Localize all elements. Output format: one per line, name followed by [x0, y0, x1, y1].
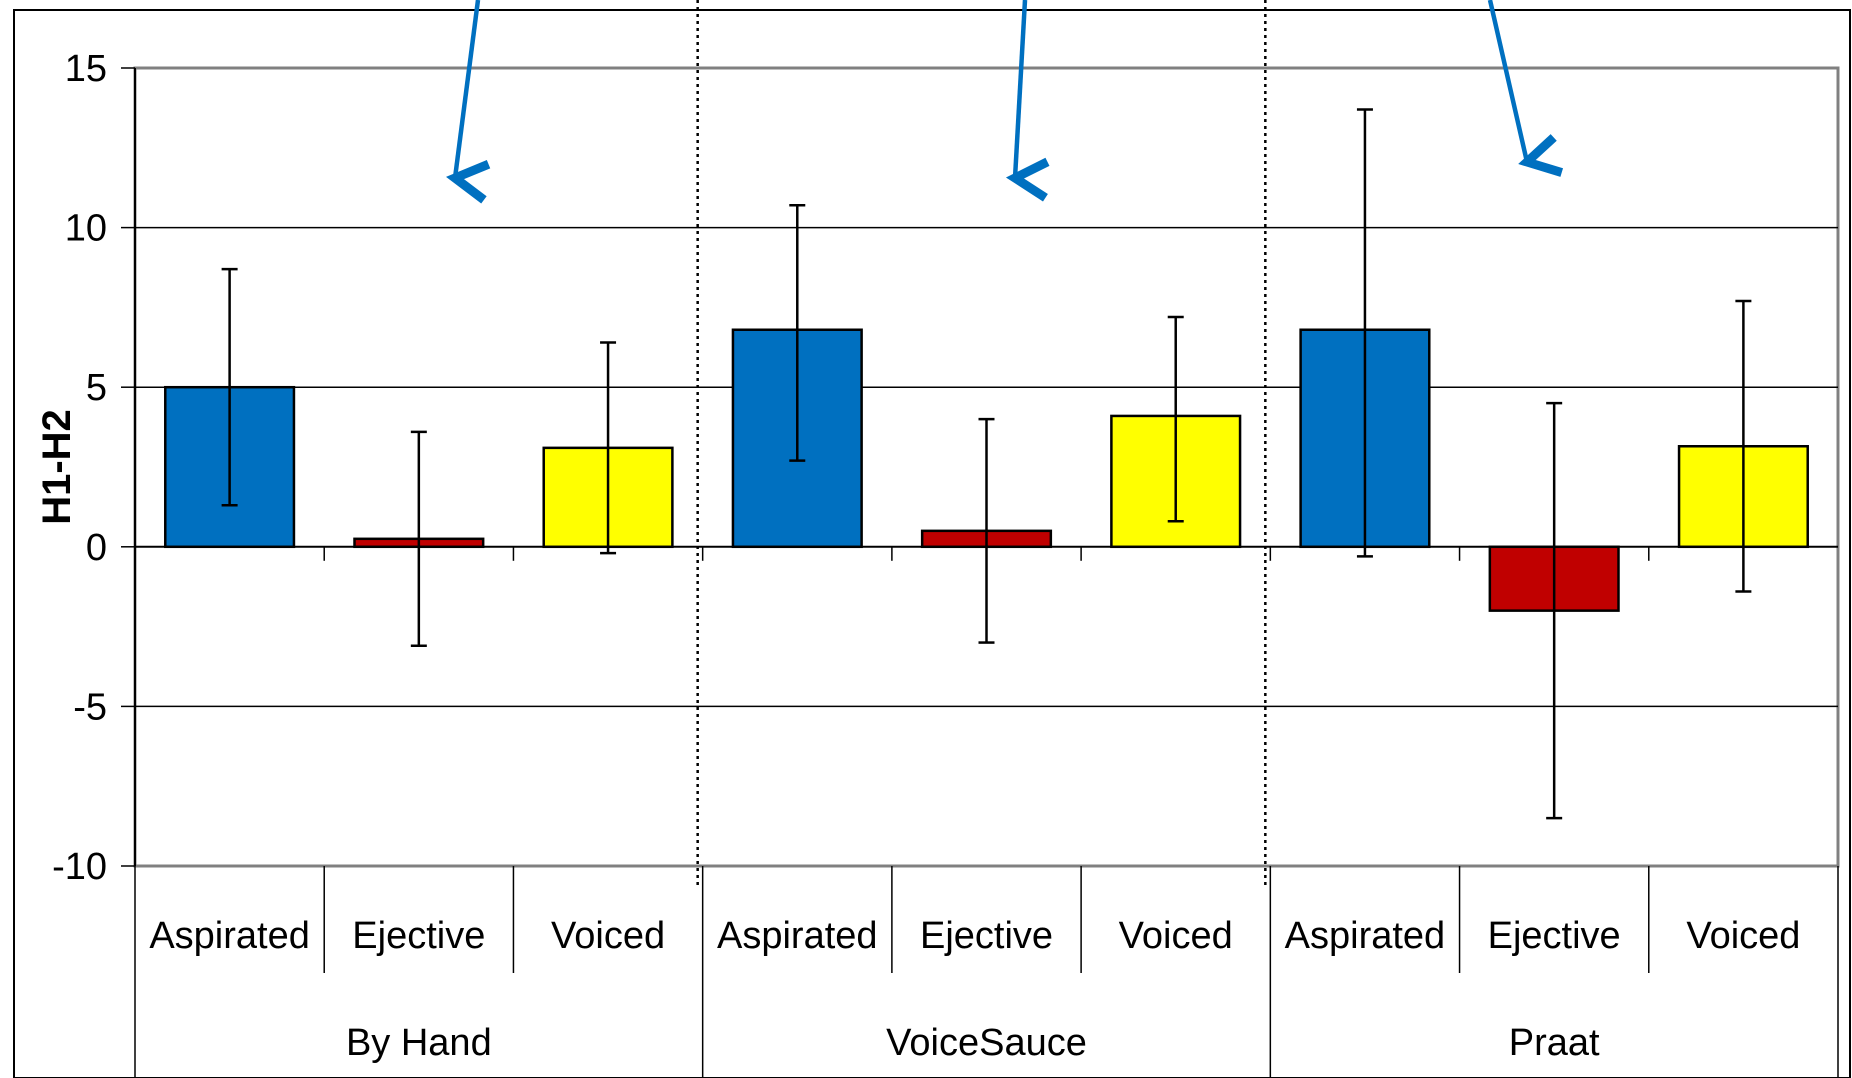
category-label: Ejective: [352, 915, 485, 957]
annotation-arrow: [1487, 0, 1527, 162]
y-tick-label: -5: [73, 686, 107, 728]
category-label: Voiced: [1119, 915, 1233, 957]
y-axis-title: H1-H2: [35, 409, 79, 525]
y-tick-label: 15: [65, 48, 107, 90]
y-tick-label: 10: [65, 208, 107, 250]
category-label: Ejective: [920, 915, 1053, 957]
annotation-arrow: [1015, 0, 1025, 178]
annotation-arrow: [455, 0, 478, 178]
category-label: Voiced: [1686, 915, 1800, 957]
y-tick-label: -10: [52, 846, 107, 888]
category-label: Voiced: [551, 915, 665, 957]
chart-frame: [13, 9, 1851, 1078]
category-label: Ejective: [1488, 915, 1621, 957]
category-label: Aspirated: [149, 915, 310, 957]
group-label: VoiceSauce: [886, 1022, 1087, 1064]
category-label: Aspirated: [717, 915, 878, 957]
group-label: By Hand: [346, 1022, 492, 1064]
y-tick-label: 0: [86, 527, 107, 569]
category-label: Aspirated: [1285, 915, 1446, 957]
group-label: Praat: [1509, 1022, 1600, 1064]
y-tick-label: 5: [86, 367, 107, 409]
